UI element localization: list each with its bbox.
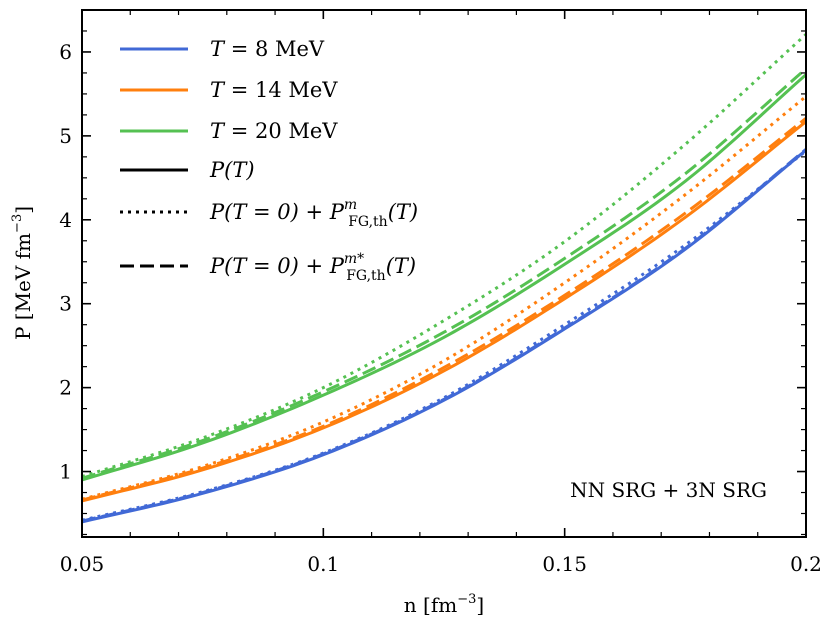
y-axis-label-end: ]: [11, 206, 35, 214]
x-tick-label: 0.15: [542, 552, 587, 576]
x-axis-label-end: ]: [476, 593, 484, 617]
series-line-T14-dotted: [81, 95, 807, 501]
plot-frame: [81, 9, 807, 538]
y-tick-label: 5: [59, 124, 72, 148]
legend-label-T8: T = 8 MeV: [210, 37, 325, 61]
legend-label-dotted: P(T = 0) + Pm FG,th(T): [209, 197, 418, 230]
series-line-T8-dashed: [81, 148, 807, 523]
series-line-T20-dotted: [81, 33, 808, 479]
y-tick-label: 3: [59, 292, 72, 316]
y-tick-label: 4: [59, 208, 72, 232]
x-tick-label: 0.1: [307, 552, 339, 576]
legend: T = 8 MeV T = 14 MeV T = 20 MeV P(T) P(T = 0…: [120, 37, 418, 284]
y-tick-label: 2: [59, 376, 72, 400]
series-line-T14-solid: [81, 120, 807, 503]
y-axis-label-exponent: −3: [10, 214, 25, 233]
x-axis-label: n [fm−3]: [404, 592, 484, 617]
legend-label-solid: P(T): [209, 158, 255, 182]
series-layer: [81, 33, 808, 524]
legend-label-dashed: P(T = 0) + Pm* FG,th(T): [209, 251, 416, 284]
y-axis-label: P [MeV fm−3]: [10, 206, 35, 340]
y-tick-label: 1: [59, 460, 72, 484]
series-line-T20-solid: [81, 73, 807, 482]
x-tick-label: 0.05: [60, 552, 105, 576]
x-axis-label-exponent: −3: [457, 592, 476, 607]
y-axis-label-main: P [MeV fm: [11, 233, 35, 340]
series-line-T14-dashed: [81, 117, 807, 502]
x-tick-label: 0.2: [790, 552, 822, 576]
tick-layer: 0.05 0.1 0.15 0.2 1 2 3 4 5 6: [59, 9, 822, 576]
series-line-T20-dashed: [81, 67, 807, 480]
y-tick-label: 6: [59, 40, 72, 64]
legend-label-T20: T = 20 MeV: [210, 119, 338, 143]
legend-label-T14: T = 14 MeV: [210, 78, 338, 102]
chart-annotation: NN SRG + 3N SRG: [570, 478, 767, 502]
x-axis-label-main: n [fm: [404, 593, 457, 617]
